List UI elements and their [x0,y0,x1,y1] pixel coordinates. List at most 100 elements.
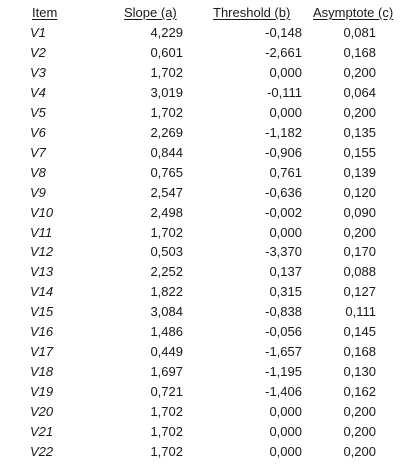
asymptote-cell[interactable]: 0,200 [343,64,376,80]
item-cell[interactable]: V17 [30,344,54,360]
slope-cell[interactable]: 2,269 [150,124,183,140]
item-cell[interactable]: V13 [30,264,54,280]
threshold-cell[interactable]: -0,906 [265,144,302,160]
item-cell[interactable]: V11 [30,224,53,240]
asymptote-cell[interactable]: 0,064 [343,84,376,100]
item-cell[interactable]: V3 [30,64,46,80]
threshold-cell[interactable]: -1,406 [265,384,302,400]
asymptote-cell[interactable]: 0,162 [343,384,376,400]
threshold-cell[interactable]: -0,056 [265,324,302,340]
threshold-cell[interactable]: 0,000 [269,443,302,459]
threshold-cell[interactable]: -1,182 [265,124,302,140]
item-cell[interactable]: V10 [30,204,54,220]
asymptote-cell[interactable]: 0,081 [343,25,376,40]
slope-cell[interactable]: 4,229 [150,25,183,40]
asymptote-cell[interactable]: 0,130 [343,364,376,380]
asymptote-cell[interactable]: 0,200 [343,404,376,420]
item-cell[interactable]: V21 [30,424,54,439]
asymptote-cell[interactable]: 0,200 [343,443,376,459]
item-cell[interactable]: V7 [30,144,46,160]
threshold-cell[interactable]: 0,000 [269,224,302,240]
slope-cell[interactable]: 1,822 [150,284,183,300]
threshold-cell[interactable]: -1,195 [265,364,302,380]
table-row: V5 1,702 0,000 0,200 [0,103,410,123]
item-cell[interactable]: V4 [30,84,46,100]
item-cell[interactable]: V18 [30,364,54,380]
asymptote-cell[interactable]: 0,135 [343,124,376,140]
item-cell[interactable]: V8 [30,164,46,180]
item-cell[interactable]: V16 [30,324,54,340]
threshold-cell[interactable]: 0,761 [269,164,302,180]
threshold-cell[interactable]: -0,002 [265,204,302,220]
slope-cell[interactable]: 1,702 [150,424,183,439]
threshold-cell[interactable]: 0,000 [269,424,302,439]
slope-cell[interactable]: 3,084 [150,304,183,320]
item-cell[interactable]: V22 [30,443,54,459]
table-header-row: Item Slope (a) Threshold (b) Asymptote (… [0,3,410,23]
slope-cell[interactable]: 0,721 [150,384,183,400]
item-cell[interactable]: V2 [30,44,46,60]
threshold-cell[interactable]: -0,636 [265,184,302,200]
threshold-cell[interactable]: -0,148 [265,25,302,40]
header-asymptote[interactable]: Asymptote (c) [313,5,394,20]
table-row: V19 0,721 -1,406 0,162 [0,382,410,402]
slope-cell[interactable]: 2,547 [150,184,183,200]
asymptote-cell[interactable]: 0,120 [343,184,376,200]
table-row: V18 1,697 -1,195 0,130 [0,362,410,382]
asymptote-cell[interactable]: 0,170 [343,244,376,260]
slope-cell[interactable]: 1,702 [150,404,183,420]
asymptote-cell[interactable]: 0,200 [343,224,376,240]
asymptote-cell[interactable]: 0,168 [343,344,376,360]
table-row: V15 3,084 -0,838 0,111 [0,302,410,322]
header-threshold[interactable]: Threshold (b) [213,5,291,20]
item-cell[interactable]: V19 [30,384,54,400]
slope-cell[interactable]: 1,697 [150,364,183,380]
item-cell[interactable]: V14 [30,284,54,300]
header-slope[interactable]: Slope (a) [124,5,177,20]
threshold-cell[interactable]: -3,370 [265,244,302,260]
threshold-cell[interactable]: 0,315 [269,284,302,300]
threshold-cell[interactable]: 0,000 [269,64,302,80]
item-cell[interactable]: V15 [30,304,54,320]
threshold-cell[interactable]: -0,838 [265,304,302,320]
slope-cell[interactable]: 2,498 [150,204,183,220]
slope-cell[interactable]: 0,844 [150,144,183,160]
table-row: V13 2,252 0,137 0,088 [0,262,410,282]
slope-cell[interactable]: 0,503 [150,244,183,260]
asymptote-cell[interactable]: 0,088 [343,264,376,280]
item-cell[interactable]: V9 [30,184,46,200]
asymptote-cell[interactable]: 0,200 [343,104,376,120]
asymptote-cell[interactable]: 0,168 [343,44,376,60]
header-item[interactable]: Item [32,5,58,20]
slope-cell[interactable]: 1,702 [150,224,183,240]
slope-cell[interactable]: 1,702 [150,104,183,120]
table-row: V3 1,702 0,000 0,200 [0,63,410,83]
slope-cell[interactable]: 2,252 [150,264,183,280]
threshold-cell[interactable]: -1,657 [265,344,302,360]
asymptote-cell[interactable]: 0,090 [343,204,376,220]
asymptote-cell[interactable]: 0,145 [343,324,376,340]
threshold-cell[interactable]: -2,661 [265,44,302,60]
threshold-cell[interactable]: -0,111 [267,84,302,100]
table-row: V6 2,269 -1,182 0,135 [0,123,410,143]
asymptote-cell[interactable]: 0,200 [343,424,376,439]
slope-cell[interactable]: 3,019 [150,84,183,100]
slope-cell[interactable]: 1,702 [150,64,183,80]
slope-cell[interactable]: 0,765 [150,164,183,180]
slope-cell[interactable]: 0,601 [150,44,183,60]
threshold-cell[interactable]: 0,000 [269,104,302,120]
slope-cell[interactable]: 0,449 [150,344,183,360]
asymptote-cell[interactable]: 0,127 [343,284,376,300]
item-cell[interactable]: V5 [30,104,46,120]
slope-cell[interactable]: 1,486 [150,324,183,340]
item-cell[interactable]: V12 [30,244,54,260]
threshold-cell[interactable]: 0,000 [269,404,302,420]
threshold-cell[interactable]: 0,137 [269,264,302,280]
item-cell[interactable]: V20 [30,404,54,420]
asymptote-cell[interactable]: 0,155 [343,144,376,160]
asymptote-cell[interactable]: 0,139 [343,164,376,180]
slope-cell[interactable]: 1,702 [150,443,183,459]
asymptote-cell[interactable]: 0,111 [345,304,376,320]
item-cell[interactable]: V6 [30,124,46,140]
item-cell[interactable]: V1 [30,25,46,40]
